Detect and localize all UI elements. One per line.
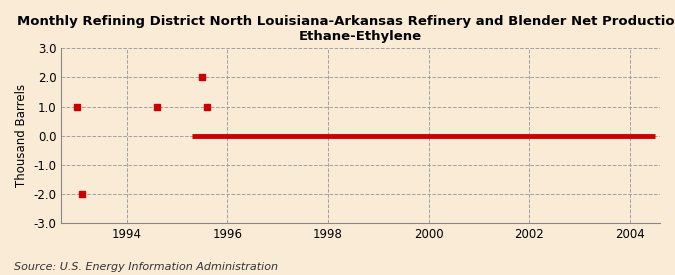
Y-axis label: Thousand Barrels: Thousand Barrels — [15, 84, 28, 187]
Text: Source: U.S. Energy Information Administration: Source: U.S. Energy Information Administ… — [14, 262, 277, 272]
Title: Monthly Refining District North Louisiana-Arkansas Refinery and Blender Net Prod: Monthly Refining District North Louisian… — [18, 15, 675, 43]
